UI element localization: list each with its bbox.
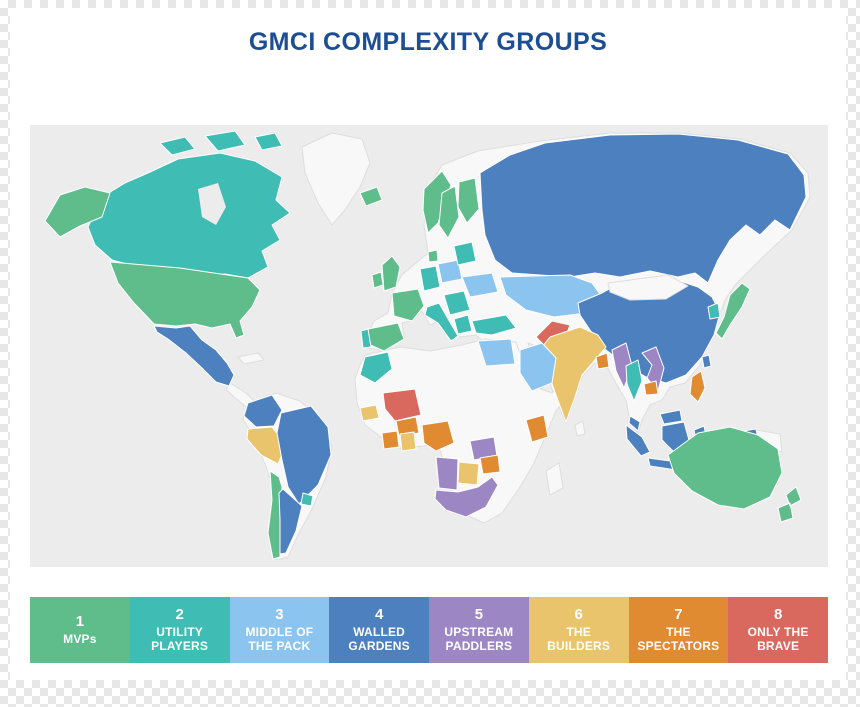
region-iceland	[359, 186, 383, 207]
region-bangladesh	[595, 352, 610, 370]
region-cuba	[237, 352, 265, 365]
region-germany	[419, 265, 441, 292]
region-peru	[246, 426, 287, 465]
region-argentina	[278, 488, 303, 555]
region-uruguay	[300, 492, 314, 507]
region-russia	[479, 133, 807, 284]
legend-label: UTILITY PLAYERS	[151, 624, 209, 654]
region-new-zealand	[777, 486, 802, 523]
region-cambodia	[643, 380, 659, 396]
region-namibia	[435, 456, 459, 491]
region-nigeria	[421, 420, 455, 452]
region-ghana	[399, 431, 417, 452]
legend-item-the-builders: 6 THE BUILDERS	[528, 597, 629, 663]
region-mongolia	[607, 274, 689, 301]
legend-label: THE BUILDERS	[547, 624, 611, 654]
region-poland	[437, 259, 463, 284]
region-portugal	[360, 328, 372, 349]
region-ukraine	[461, 272, 499, 298]
region-egypt	[477, 338, 516, 367]
legend-item-the-spectators: 7 THE SPECTATORS	[628, 597, 729, 663]
region-saudi-arabia	[519, 342, 557, 392]
region-canada	[87, 152, 291, 279]
region-norway	[422, 170, 452, 234]
page-title: GMCI COMPLEXITY GROUPS	[248, 28, 608, 56]
region-south-korea	[707, 302, 721, 320]
region-turkey	[471, 314, 517, 336]
legend-number: 6	[574, 606, 583, 624]
legend-label: WALLED GARDENS	[348, 624, 410, 654]
legend-label: MIDDLE OF THE PACK	[245, 624, 314, 654]
region-thailand	[625, 359, 643, 402]
region-burkina-faso	[395, 416, 420, 437]
region-zimbabwe	[479, 454, 501, 475]
legend-number: 2	[175, 606, 184, 624]
region-botswana	[457, 461, 480, 486]
legend-label: MVPs	[63, 632, 97, 647]
legend-number: 8	[773, 606, 783, 624]
legend: 1 MVPs 2 UTILITY PLAYERS 3 MIDDLE OF THE…	[30, 597, 828, 663]
region-australia	[667, 426, 783, 510]
legend-label: THE SPECTATORS	[637, 624, 720, 654]
legend-number: 1	[75, 613, 85, 631]
region-morocco	[359, 351, 393, 384]
region-taiwan	[701, 354, 712, 369]
region-sri-lanka	[574, 420, 586, 437]
region-france	[391, 288, 425, 322]
world-map-svg	[44, 130, 811, 561]
region-usa	[109, 261, 261, 339]
legend-item-utility-players: 2 UTILITY PLAYERS	[129, 597, 230, 663]
region-colombia	[243, 394, 283, 428]
region-balkans	[443, 290, 471, 316]
legend-item-only-the-brave: 8 ONLY THE BRAVE	[728, 597, 828, 663]
region-malaysia	[628, 409, 683, 432]
legend-label: ONLY THE BRAVE	[747, 624, 809, 654]
legend-label: UPSTREAM PADDLERS	[444, 624, 514, 654]
legend-number: 5	[474, 606, 484, 624]
region-greenland	[301, 132, 371, 226]
region-baltics	[453, 241, 477, 266]
region-uk	[381, 255, 401, 292]
region-alaska	[44, 186, 111, 238]
legend-item-walled-gardens: 4 WALLED GARDENS	[329, 597, 429, 663]
legend-item-middle-of-the-pack: 3 MIDDLE OF THE PACK	[229, 597, 330, 663]
region-philippines	[689, 370, 706, 403]
region-south-africa	[434, 476, 499, 518]
region-japan	[715, 282, 751, 340]
region-italy	[424, 302, 459, 342]
region-arctic-islands	[159, 130, 283, 156]
region-greece	[453, 314, 473, 335]
region-mali	[382, 388, 422, 422]
region-denmark	[427, 249, 439, 263]
legend-number: 7	[674, 606, 683, 624]
region-senegal	[359, 404, 380, 422]
region-ivory-coast	[381, 430, 400, 450]
hudson-bay	[198, 183, 226, 225]
world-map	[30, 125, 828, 567]
region-kenya	[525, 414, 549, 443]
legend-number: 3	[275, 606, 284, 624]
legend-number: 4	[374, 606, 384, 624]
region-mexico	[153, 325, 235, 387]
region-madagascar	[545, 462, 564, 496]
region-finland	[457, 177, 480, 224]
content-panel: GMCI COMPLEXITY GROUPS	[10, 8, 846, 680]
region-ireland	[371, 271, 384, 289]
legend-item-upstream-paddlers: 5 UPSTREAM PADDLERS	[429, 597, 529, 663]
legend-item-mvps: 1 MVPs	[30, 597, 130, 663]
region-sweden	[438, 185, 460, 239]
